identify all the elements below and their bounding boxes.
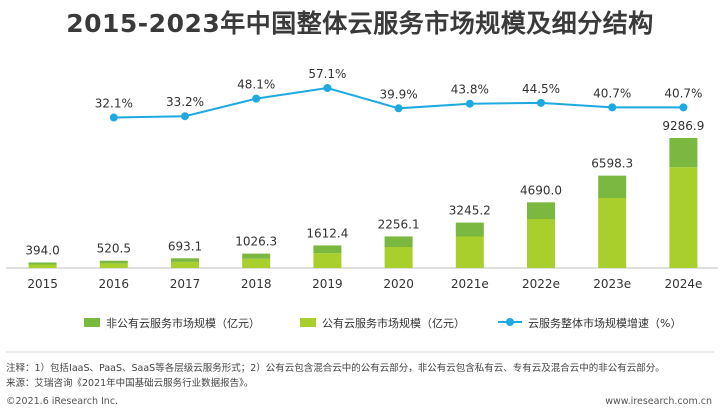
legend-label-growth: 云服务整体市场规模增速（%）	[528, 316, 681, 330]
growth-rate-point	[252, 94, 261, 103]
bar-non-public-cloud	[171, 258, 199, 262]
bar-public-cloud	[384, 247, 413, 268]
growth-rate-point	[394, 104, 403, 113]
growth-rate-point	[537, 98, 545, 107]
legend-swatch-public	[300, 318, 316, 327]
growth-rate-point	[608, 103, 617, 112]
chart-title: 2015-2023年中国整体云服务市场规模及细分结构	[66, 9, 654, 38]
bar-public-cloud	[242, 258, 271, 268]
growth-rate-point	[323, 84, 332, 92]
x-tick-label: 2023e	[593, 277, 631, 291]
bar-non-public-cloud	[242, 253, 271, 259]
growth-rate-label: 39.9%	[380, 87, 418, 101]
legend-label-non-public: 非公有云服务市场规模（亿元）	[106, 316, 260, 330]
growth-rate-label: 57.1%	[308, 67, 346, 81]
bar-non-public-cloud	[527, 202, 555, 220]
bar-public-cloud	[28, 264, 57, 268]
legend-marker-growth	[506, 318, 514, 326]
x-tick-label: 2022e	[522, 277, 560, 291]
bar-total-label: 693.1	[168, 239, 202, 253]
legend-label-public: 公有云服务市场规模（亿元）	[322, 316, 465, 330]
x-tick-label: 2021e	[451, 277, 489, 291]
bar-non-public-cloud	[455, 222, 484, 237]
bar-non-public-cloud	[598, 175, 627, 199]
growth-rate-point	[181, 112, 189, 121]
bar-total-label: 1026.3	[235, 235, 277, 249]
growth-rate-label: 40.7%	[664, 86, 702, 100]
bar-public-cloud	[527, 219, 555, 268]
growth-rate-label: 33.2%	[166, 95, 204, 109]
bar-total-label: 394.0	[25, 243, 59, 257]
x-tick-label: 2024e	[664, 277, 702, 291]
bar-total-label: 2256.1	[378, 217, 420, 231]
bar-public-cloud	[669, 167, 698, 268]
x-tick-label: 2020	[383, 277, 414, 291]
bar-non-public-cloud	[669, 138, 698, 168]
bar-public-cloud	[455, 236, 484, 268]
growth-rate-point	[465, 99, 474, 108]
x-tick-label: 2015	[27, 277, 58, 291]
bar-public-cloud	[171, 261, 199, 268]
bar-non-public-cloud	[313, 245, 342, 254]
growth-rate-label: 48.1%	[237, 78, 275, 92]
growth-rate-label: 32.1%	[95, 97, 133, 111]
bar-total-label: 9286.9	[662, 119, 704, 133]
bar-non-public-cloud	[99, 260, 128, 264]
bar-non-public-cloud	[28, 262, 57, 265]
source-note: 来源：艾瑞咨询《2021年中国基础云服务行业数据报告》。	[6, 378, 254, 389]
x-tick-label: 2019	[312, 277, 343, 291]
bar-non-public-cloud	[384, 236, 413, 248]
growth-rate-label: 43.8%	[451, 83, 489, 97]
growth-rate-point	[679, 103, 688, 112]
x-tick-label: 2017	[170, 277, 201, 291]
website-text: www.iresearch.com.cn	[605, 396, 712, 407]
bar-public-cloud	[313, 253, 342, 268]
bar-total-label: 4690.0	[520, 183, 562, 197]
bar-total-label: 520.5	[97, 242, 131, 256]
bar-public-cloud	[598, 198, 627, 268]
bar-total-label: 3245.2	[449, 204, 491, 218]
growth-rate-label: 40.7%	[593, 86, 631, 100]
growth-rate-point	[109, 113, 118, 122]
bar-total-label: 1612.4	[306, 226, 348, 240]
footnote: 注释：1）包括IaaS、PaaS、SaaS等各层级云服务形式；2）公有云包含混合…	[6, 363, 665, 374]
x-tick-label: 2018	[241, 277, 272, 291]
bar-public-cloud	[99, 263, 128, 268]
copyright-text: ©2021.6 iResearch Inc.	[6, 396, 119, 407]
bar-total-label: 6598.3	[591, 157, 633, 171]
growth-rate-label: 44.5%	[522, 82, 560, 96]
legend-swatch-non-public	[84, 318, 100, 327]
x-tick-label: 2016	[99, 277, 130, 291]
